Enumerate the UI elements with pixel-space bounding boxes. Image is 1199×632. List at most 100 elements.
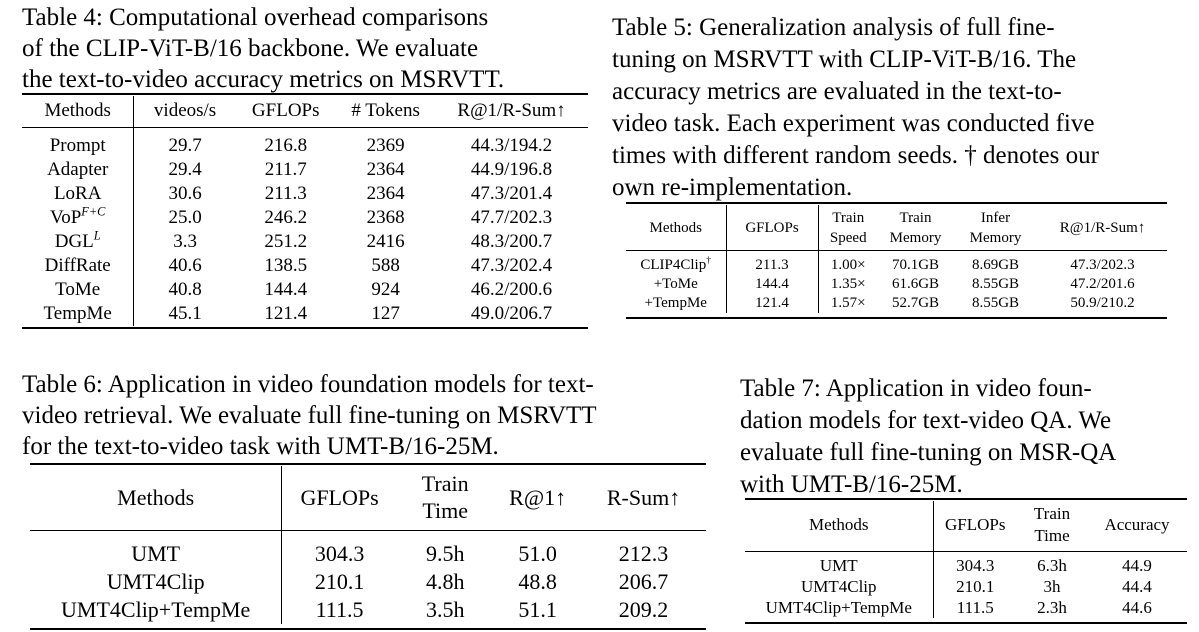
- col-header: Methods: [22, 96, 135, 126]
- table-row: UMT4Clip+TempMe 111.5 2.3h 44.6: [745, 597, 1187, 618]
- cell: 47.2/201.6: [1070, 276, 1135, 292]
- cell: 211.3: [726, 256, 819, 275]
- cell: 9.5h: [425, 541, 465, 566]
- method-name: UMT: [30, 540, 283, 568]
- cell: 138.5: [264, 255, 308, 276]
- cell: 47.3/201.4: [470, 183, 553, 204]
- method-superscript: L: [93, 228, 101, 243]
- cell: 211.7: [264, 159, 307, 180]
- col-header: GFLOPs: [251, 100, 320, 121]
- method-name: UMT4Clip: [745, 576, 934, 597]
- cell: 44.6: [1122, 597, 1152, 617]
- method-name: CLIP4Clip: [640, 257, 707, 273]
- cell: 210.1: [956, 576, 995, 596]
- cell: 216.8: [264, 135, 308, 156]
- method-name: +ToMe: [653, 276, 698, 292]
- caption-line: accuracy metrics are evaluated in the te…: [612, 78, 1062, 105]
- method-name: Adapter: [47, 159, 109, 180]
- cell: 50.9/210.2: [1070, 295, 1135, 311]
- method-name: TempMe: [43, 303, 112, 324]
- cell: 48.3/200.7: [470, 231, 553, 252]
- cell: 121.4: [726, 294, 819, 313]
- cell: 8.55GB: [971, 295, 1020, 311]
- cell: 121.4: [264, 303, 308, 324]
- cell: 588: [371, 255, 400, 276]
- caption-line: own re-implementation.: [612, 174, 853, 201]
- cell: 209.2: [618, 597, 669, 622]
- method-name: VoP: [49, 207, 82, 228]
- cell: 2416: [366, 231, 405, 252]
- method-name: DiffRate: [44, 255, 111, 276]
- cell: 29.4: [168, 159, 202, 180]
- caption-line: of the CLIP-ViT-B/16 backbone. We evalua…: [22, 35, 479, 62]
- cell: 47.3/202.3: [1070, 257, 1135, 273]
- caption-line: dation models for text-video QA. We: [740, 407, 1112, 434]
- cell: 1.57×: [830, 295, 866, 311]
- cell: 6.3h: [1037, 555, 1067, 575]
- col-header: R@1↑: [509, 484, 567, 510]
- col-header: Methods: [30, 466, 283, 528]
- table7-caption: Table 7: Application in video foun- dati…: [740, 373, 1181, 501]
- col-header: R@1/R-Sum↑: [457, 100, 566, 121]
- cell: 52.7GB: [891, 295, 940, 311]
- table6-caption: Table 6: Application in video foundation…: [22, 369, 716, 462]
- table4-caption: Table 4: Computational overhead comparis…: [22, 2, 588, 95]
- cell: 144.4: [264, 279, 308, 300]
- col-header: R-Sum↑: [606, 484, 681, 510]
- col-header: # Tokens: [351, 100, 420, 121]
- table-row: DGLL 3.3 251.2 2416 48.3/200.7: [22, 228, 588, 254]
- table6: Methods GFLOPs Train Time R@1↑ R-Sum↑ UMT…: [30, 466, 706, 624]
- cell: 40.6: [168, 255, 202, 276]
- col-header: GFLOPs: [726, 205, 819, 250]
- cell: 51.1: [518, 597, 557, 622]
- table5-top-rule: [626, 202, 1167, 204]
- table-row: Prompt 29.7 216.8 2369 44.3/194.2: [22, 134, 588, 158]
- cell: 3.5h: [425, 597, 465, 622]
- table-row: CLIP4Clip† 211.3 1.00× 70.1GB 8.69GB 47.…: [626, 256, 1167, 275]
- caption-line: video retrieval. We evaluate full fine-t…: [22, 402, 597, 429]
- method-name: UMT4Clip+TempMe: [30, 596, 283, 624]
- cell: 3h: [1043, 576, 1061, 596]
- cell: 29.7: [168, 135, 202, 156]
- cell: 144.4: [726, 275, 819, 294]
- caption-line: Table 7: Application in video foun-: [740, 375, 1092, 402]
- method-superscript: F+C: [81, 204, 106, 219]
- caption-line: Table 5: Generalization analysis of full…: [612, 14, 1055, 41]
- caption-line: Table 4: Computational overhead comparis…: [22, 4, 489, 31]
- cell: 2368: [366, 207, 405, 228]
- table-row: UMT4Clip 210.1 3h 44.4: [745, 576, 1187, 597]
- table-row: UMT4Clip 210.1 4.8h 48.8 206.7: [30, 568, 706, 596]
- col-header: Train Memory: [889, 209, 942, 246]
- cell: 2364: [366, 159, 405, 180]
- cell: 45.1: [168, 303, 202, 324]
- caption-line: evaluate full fine-tuning on MSR-QA: [740, 439, 1117, 466]
- cell: 44.9: [1122, 555, 1152, 575]
- method-name: UMT: [745, 555, 934, 576]
- cell: 44.3/194.2: [470, 135, 553, 156]
- cell: 127: [371, 303, 400, 324]
- cell: 211.3: [264, 183, 307, 204]
- col-header: GFLOPs: [945, 515, 1006, 534]
- table-row: +TempMe 121.4 1.57× 52.7GB 8.55GB 50.9/2…: [626, 294, 1167, 313]
- table-row: TempMe 45.1 121.4 127 49.0/206.7: [22, 302, 588, 326]
- method-name: LoRA: [53, 183, 102, 204]
- cell: 1.35×: [830, 276, 866, 292]
- table-row: UMT 304.3 9.5h 51.0 212.3: [30, 540, 706, 568]
- cell: 61.6GB: [891, 276, 940, 292]
- table-row: UMT4Clip+TempMe 111.5 3.5h 51.1 209.2: [30, 596, 706, 624]
- col-header: Methods: [745, 501, 934, 549]
- cell: 251.2: [264, 231, 308, 252]
- cell: 304.3: [314, 541, 365, 566]
- table6-top-rule: [30, 463, 706, 465]
- table5: Methods GFLOPs Train Speed Train Memory In…: [626, 205, 1167, 313]
- table4: Methods videos/s GFLOPs # Tokens R@1/R-S…: [22, 96, 588, 326]
- table7-top-rule: [745, 498, 1187, 500]
- table4-bottom-rule: [22, 327, 588, 329]
- col-header: GFLOPs: [300, 484, 379, 510]
- col-header: Train Time: [1033, 504, 1071, 545]
- cell: 46.2/200.6: [470, 279, 553, 300]
- method-name: +TempMe: [644, 295, 707, 311]
- cell: 49.0/206.7: [470, 303, 553, 324]
- cell: 111.5: [315, 597, 364, 622]
- cell: 8.55GB: [971, 276, 1020, 292]
